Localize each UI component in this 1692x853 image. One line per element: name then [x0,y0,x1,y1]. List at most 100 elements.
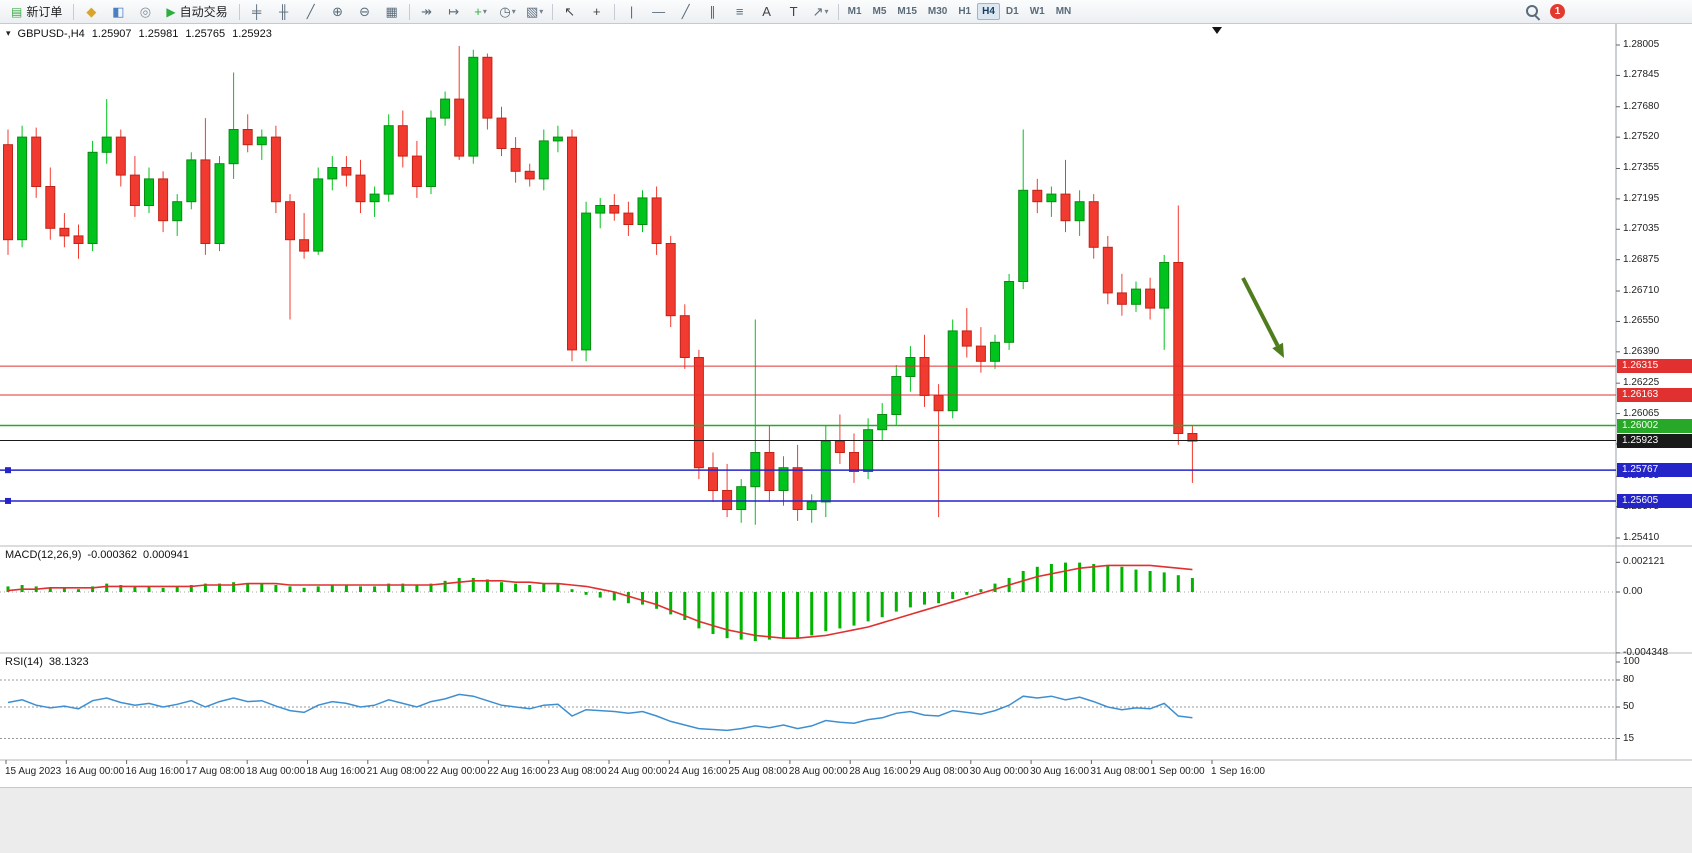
candlestick-chart-icon[interactable]: ╫ [279,4,289,19]
timeframe-button-w1[interactable]: W1 [1029,6,1045,17]
candle-body [313,178,324,252]
trendline-icon[interactable]: ╱ [681,4,690,19]
candle-body [510,148,521,172]
hline-handle[interactable] [5,467,11,474]
candle-body [736,486,747,511]
vertical-line-icon[interactable]: | [629,4,634,19]
fibonacci-icon[interactable]: ≡ [735,4,744,19]
candle-body [426,117,436,187]
indicators-icon[interactable]: ▧ ▾ [525,4,544,19]
new-order-button[interactable]: ▤ 新订单 [4,1,69,22]
candle-body [397,125,408,157]
scroll-to-end-marker[interactable] [1212,27,1222,34]
trend-arrow[interactable] [1241,277,1280,347]
candle-body [905,357,916,377]
macd-value-signal: 0.000941 [142,549,189,561]
auto-scroll-icon[interactable]: ↠ [421,4,433,19]
rsi-name: RSI(14) [5,656,43,668]
dropdown-caret[interactable]: ▾ [482,6,487,16]
period-icon[interactable]: ◷ ▾ [499,4,516,19]
hline-handle[interactable] [5,497,11,504]
candle-body [1187,433,1198,442]
candle-body [933,395,944,412]
toolbar-separator [613,3,615,20]
tile-windows-icon[interactable]: ▦ [385,4,398,19]
line-chart-icon[interactable]: ╱ [306,4,315,19]
candle-body [1060,193,1071,222]
candle-body [285,201,295,241]
ohlc-open: 1.25907 [91,28,132,40]
candle-body [1173,262,1184,434]
candle-body [581,212,592,351]
market-watch-icon[interactable]: ◆ [86,4,97,19]
channel-icon[interactable]: ∥ [709,4,716,19]
chart-menu-icon[interactable]: ▾ [6,28,11,38]
candle-body [228,129,239,165]
navigator-icon[interactable]: ◎ [139,4,152,19]
candle-body [792,467,803,511]
workspace-background [0,787,1692,853]
notification-badge[interactable]: 1 [1550,4,1565,19]
chart-symbol-period: GBPUSD-,H4 [17,28,85,40]
toolbar-separator [238,3,240,20]
dropdown-caret[interactable]: ▾ [824,6,829,16]
toolbar-separator [837,3,839,20]
candle-body [482,56,493,119]
candle-body [45,186,56,229]
dropdown-caret[interactable]: ▾ [511,6,516,16]
candle-body [637,197,648,225]
search-icon[interactable] [1524,3,1541,20]
autotrade-button[interactable]: ▶ 自动交易 [159,1,234,22]
timeframe-button-mn[interactable]: MN [1055,6,1072,17]
candle-body [863,429,874,473]
candle-body [440,98,451,119]
timeframe-button-m15[interactable]: M15 [897,6,917,17]
candle-body [567,136,577,351]
arrows-icon[interactable]: ↗ ▾ [812,4,829,19]
candle-body [891,376,902,415]
timeframe-button-h1[interactable]: H1 [958,6,972,17]
text-icon[interactable]: A [762,4,771,19]
candle-body [877,414,888,431]
data-window-icon[interactable]: ◧ [112,4,125,19]
timeframe-button-h4[interactable]: H4 [977,3,1000,20]
candlesticks [3,45,1198,525]
candle-body [961,330,972,347]
ohlc-low: 1.25765 [185,28,226,40]
zoom-in-icon[interactable]: ⊕ [332,4,344,19]
candle-body [665,243,676,317]
candle-body [341,167,352,176]
candle-body [369,193,380,203]
horizontal-line-icon[interactable]: — [652,4,666,19]
autotrade-icon: ▶ [166,4,176,19]
new-chart-icon[interactable]: + ▾ [474,4,487,19]
label-icon[interactable]: T [789,4,798,19]
ohlc-high: 1.25981 [138,28,179,40]
toolbar-separator [408,3,410,20]
cursor-icon[interactable]: ↖ [564,4,576,19]
candle-body [1116,292,1127,305]
candle-body [552,136,563,142]
macd-name: MACD(12,26,9) [5,549,82,561]
macd-value-main: -0.000362 [87,549,137,561]
crosshair-icon[interactable]: + [592,4,601,19]
macd-histogram [6,562,1194,641]
candle-body [454,98,465,157]
dropdown-caret[interactable]: ▾ [539,6,544,16]
timeframe-button-m30[interactable]: M30 [927,6,948,17]
candle-body [383,125,394,195]
zoom-out-icon[interactable]: ⊖ [359,4,371,19]
chart-shift-icon[interactable]: ↦ [448,4,460,19]
ohlc-close: 1.25923 [232,28,272,40]
bar-chart-icon[interactable]: ╪ [252,4,262,19]
candle-body [1088,201,1099,248]
candle-body [214,163,225,244]
timeframe-button-d1[interactable]: D1 [1005,6,1019,17]
candle-body [679,315,690,359]
candle-body [609,205,620,214]
candle-body [1004,281,1015,343]
new-order-icon: ▤ [11,4,23,19]
candle-body [87,151,98,244]
timeframe-button-m1[interactable]: M1 [847,6,862,17]
timeframe-button-m5[interactable]: M5 [872,6,887,17]
